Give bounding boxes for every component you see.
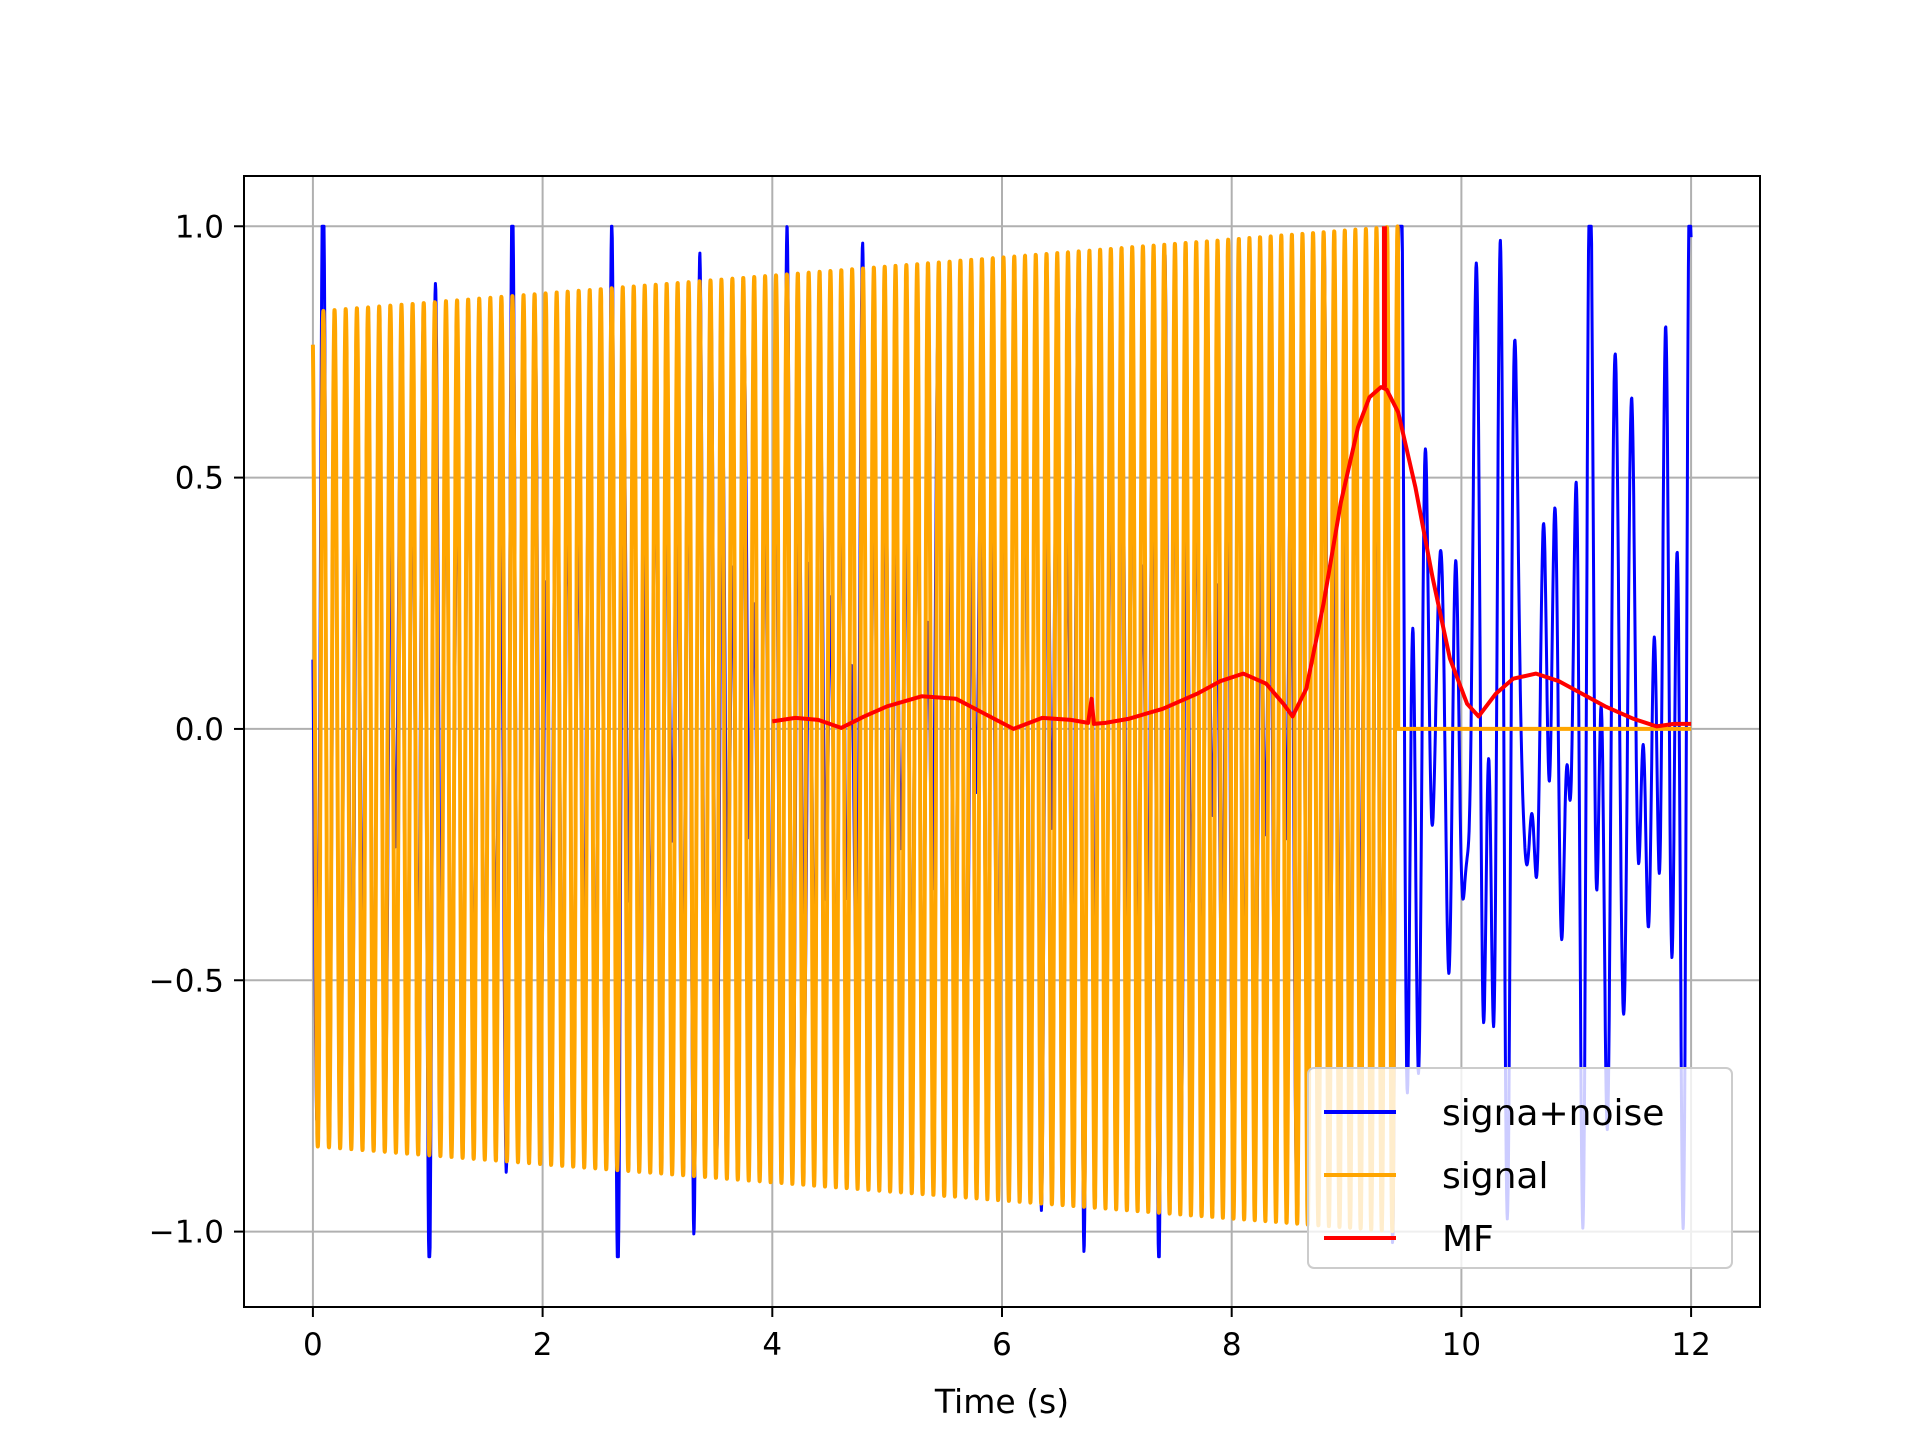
x-tick-label: 2 — [533, 1327, 553, 1363]
y-tick-label: 0.0 — [175, 712, 224, 748]
legend-label: MF — [1442, 1219, 1494, 1260]
x-tick-label: 10 — [1442, 1327, 1481, 1363]
legend-label: signa+noise — [1442, 1093, 1664, 1134]
x-tick-label: 6 — [992, 1327, 1012, 1363]
x-tick-label: 8 — [1222, 1327, 1242, 1363]
series-layer — [310, 224, 1693, 1259]
axis-ticks: 0 2 4 6 8 10 12 −1.0 −0.5 0.0 0.5 1.0 — [149, 209, 1711, 1363]
series-signal — [310, 224, 1692, 1234]
legend-label: signal — [1442, 1156, 1549, 1197]
legend-box — [1307, 1067, 1733, 1269]
series-mf — [771, 385, 1692, 731]
y-tick-label: 1.0 — [175, 209, 224, 245]
x-tick-label: 4 — [762, 1327, 782, 1363]
y-tick-label: 0.5 — [175, 461, 224, 497]
x-axis-label: Time (s) — [934, 1382, 1069, 1421]
x-tick-label: 12 — [1671, 1327, 1710, 1363]
y-tick-label: −1.0 — [149, 1215, 224, 1251]
y-tick-label: −0.5 — [149, 963, 224, 999]
x-tick-label: 0 — [303, 1327, 323, 1363]
legend: signa+noise signal MF — [1307, 1067, 1733, 1269]
